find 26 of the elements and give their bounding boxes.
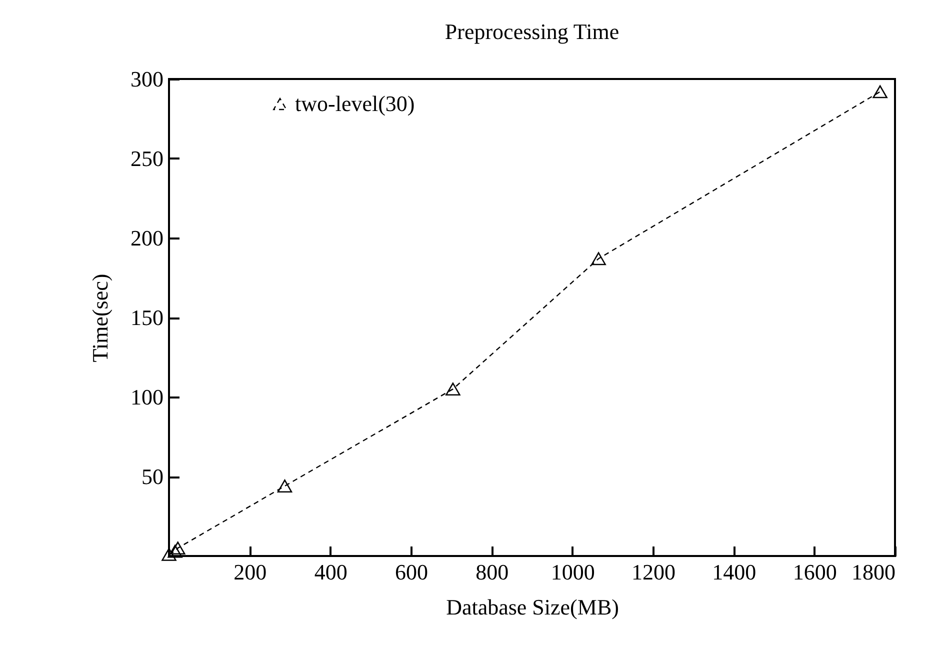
point [168,544,182,558]
y-tick-label: 200 [130,226,164,250]
x-tick-label: 1400 [712,560,756,584]
x-tick-label: 1800 [852,560,896,584]
x-tick-label: 400 [314,560,348,584]
point [162,548,176,561]
point [277,480,292,492]
point [591,252,606,266]
x-tick-label: 1000 [550,560,595,584]
y-axis-title: Time(sec) [88,274,112,362]
chart-title: Preprocessing Time [444,19,620,44]
x-axis-title: Database Size(MB) [446,594,619,620]
y-tick-label: 250 [130,146,164,171]
x-tick-label: 1600 [792,560,837,584]
point [446,382,460,396]
point [170,542,186,555]
y-tick-label: 150 [130,305,164,330]
x-tick-label: 200 [234,560,267,584]
y-tick-label: 50 [142,464,164,489]
x-tick-label: 600 [395,560,428,584]
point [872,85,888,98]
y-tick-label: 100 [130,384,164,410]
y-tick-label: 300 [130,66,164,92]
legend-label: two-level(30) [295,91,415,116]
x-tick-label: 800 [476,560,509,584]
x-tick-label: 1200 [632,560,676,584]
